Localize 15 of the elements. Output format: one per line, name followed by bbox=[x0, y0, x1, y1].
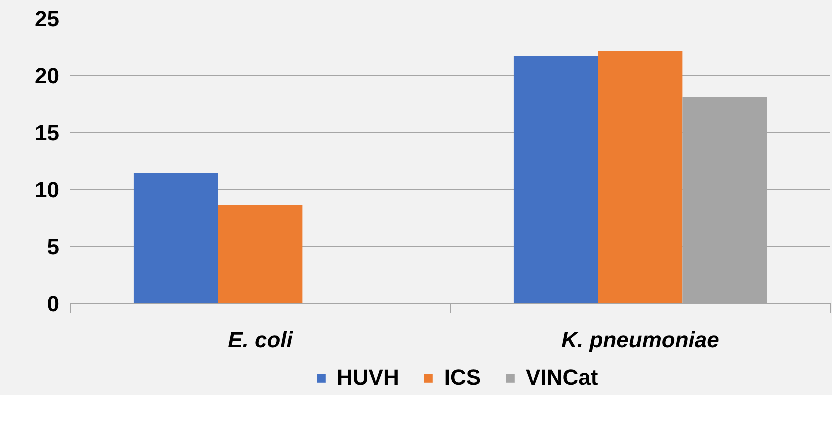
bar bbox=[218, 205, 303, 304]
legend-label: ICS bbox=[444, 365, 482, 391]
y-tick-label: 5 bbox=[47, 234, 60, 260]
y-tick-label: 20 bbox=[35, 64, 60, 88]
legend-label: VINCat bbox=[526, 365, 598, 391]
y-tick-label: 0 bbox=[47, 292, 60, 316]
bar bbox=[598, 52, 683, 304]
x-tick-label: E. coli bbox=[228, 328, 294, 352]
bar bbox=[134, 174, 218, 304]
legend-label: HUVH bbox=[337, 365, 400, 391]
x-tick-label: K. pneumoniae bbox=[562, 328, 720, 352]
y-tick-label: 25 bbox=[35, 6, 60, 32]
bar bbox=[514, 56, 598, 304]
y-tick-label: 15 bbox=[35, 120, 60, 146]
y-tick-label: 10 bbox=[35, 178, 60, 202]
